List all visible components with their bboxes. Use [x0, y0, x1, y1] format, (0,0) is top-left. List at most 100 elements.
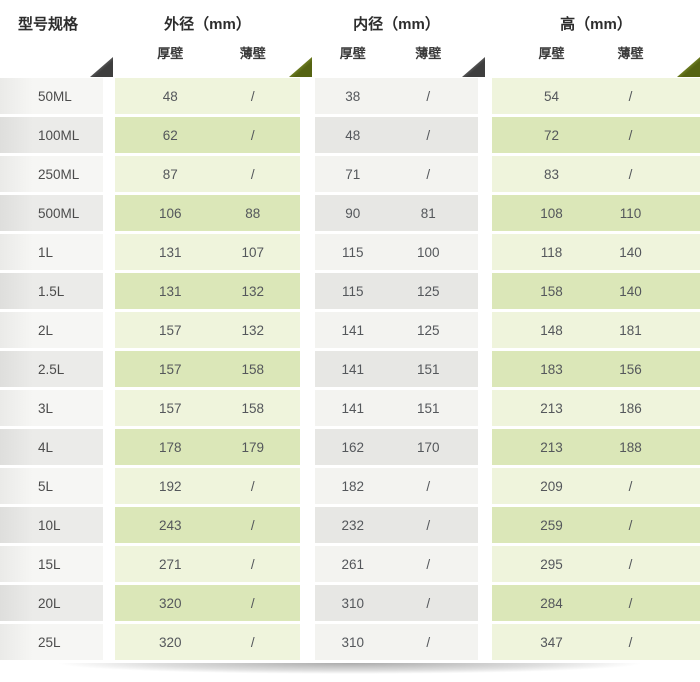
value-thin-wall: 140 — [619, 244, 642, 260]
value-thick-wall: 83 — [543, 166, 560, 182]
value-thin-wall: / — [628, 478, 633, 494]
value-thick-wall: 71 — [345, 166, 361, 182]
value-thick-wall: 295 — [540, 556, 563, 572]
value-thin-wall: / — [426, 556, 431, 572]
cell-height: 213 186 — [492, 390, 700, 426]
cell-model: 4L — [0, 429, 103, 465]
table-row: 2.5L 157 158 141 151 183 156 — [0, 351, 700, 387]
cell-height: 158 140 — [492, 273, 700, 309]
value-thick-wall: 157 — [158, 322, 182, 338]
value-thick-wall: 131 — [158, 244, 182, 260]
value-thick-wall: 90 — [345, 205, 361, 221]
value-thick-wall: 72 — [543, 127, 560, 143]
value-thin-wall: / — [250, 127, 255, 143]
value-thin-wall: / — [628, 556, 633, 572]
value-thick-wall: 310 — [341, 634, 365, 650]
subcolumn-label-thin-wall: 薄壁 — [415, 46, 442, 61]
value-thin-wall: / — [426, 634, 431, 650]
table-row: 4L 178 179 162 170 213 188 — [0, 429, 700, 465]
value-thick-wall: 106 — [158, 205, 182, 221]
table-row: 50ML 48 / 38 / 54 / — [0, 78, 700, 114]
cell-inner-diameter: 310 / — [315, 585, 478, 621]
value-thick-wall: 157 — [158, 400, 182, 416]
value-thick-wall: 232 — [341, 517, 365, 533]
cell-height: 183 156 — [492, 351, 700, 387]
table-row: 250ML 87 / 71 / 83 / — [0, 156, 700, 192]
value-thick-wall: 141 — [341, 322, 365, 338]
cell-outer-diameter: 157 158 — [115, 390, 300, 426]
cell-model: 500ML — [0, 195, 103, 231]
value-thick-wall: 62 — [162, 127, 178, 143]
cell-inner-diameter: 48 / — [315, 117, 478, 153]
cell-inner-diameter: 141 151 — [315, 351, 478, 387]
value-thick-wall: 271 — [158, 556, 182, 572]
table-row: 100ML 62 / 48 / 72 / — [0, 117, 700, 153]
cell-inner-diameter: 232 / — [315, 507, 478, 543]
value-thick-wall: 209 — [540, 478, 563, 494]
table-body: 50ML 48/38/54/100ML 62/48/72/250ML 87/71/83… — [0, 78, 700, 660]
value-thick-wall: 141 — [341, 361, 365, 377]
value-thin-wall: 81 — [420, 205, 436, 221]
cell-outer-diameter: 320 / — [115, 624, 300, 660]
cell-height: 209 / — [492, 468, 700, 504]
value-thin-wall: / — [250, 634, 255, 650]
value-thin-wall: 179 — [241, 439, 265, 455]
subcolumn-headers: 厚壁 薄壁 — [315, 43, 478, 62]
cell-height: 284 / — [492, 585, 700, 621]
value-thick-wall: 158 — [540, 283, 563, 299]
value-thick-wall: 54 — [543, 88, 560, 104]
value-thick-wall: 192 — [158, 478, 182, 494]
value-thin-wall: 188 — [619, 439, 642, 455]
column-group-inner-diameter-label: 内径（mm） — [353, 16, 440, 33]
subcolumn-label-thick-wall: 厚壁 — [157, 46, 184, 61]
value-thin-wall: 107 — [241, 244, 265, 260]
table-row: 25L 320 / 310 / 347 / — [0, 624, 700, 660]
cell-model: 5L — [0, 468, 103, 504]
cell-model: 1.5L — [0, 273, 103, 309]
cell-outer-diameter: 106 88 — [115, 195, 300, 231]
table-row: 20L 320 / 310 / 284 / — [0, 585, 700, 621]
cell-inner-diameter: 141 151 — [315, 390, 478, 426]
cell-model: 25L — [0, 624, 103, 660]
cell-inner-diameter: 115 100 — [315, 234, 478, 270]
column-group-height-label: 高（mm） — [560, 16, 632, 33]
value-thin-wall: 140 — [619, 283, 642, 299]
value-thick-wall: 157 — [158, 361, 182, 377]
value-thick-wall: 284 — [540, 595, 563, 611]
table-row: 15L 271 / 261 / 295 / — [0, 546, 700, 582]
cell-model: 2.5L — [0, 351, 103, 387]
value-thin-wall: / — [628, 517, 633, 533]
value-thin-wall: 132 — [241, 322, 265, 338]
value-thin-wall: 132 — [241, 283, 265, 299]
value-thin-wall: 88 — [245, 205, 261, 221]
value-thin-wall: / — [426, 517, 431, 533]
cell-outer-diameter: 320 / — [115, 585, 300, 621]
cell-height: 347 / — [492, 624, 700, 660]
cell-outer-diameter: 192 / — [115, 468, 300, 504]
value-thick-wall: 261 — [341, 556, 365, 572]
cell-inner-diameter: 261 / — [315, 546, 478, 582]
cell-outer-diameter: 271 / — [115, 546, 300, 582]
value-thin-wall: 170 — [416, 439, 440, 455]
column-group-outer-diameter: 外径（mm） 厚壁 薄壁 — [115, 0, 300, 78]
value-thick-wall: 320 — [158, 634, 182, 650]
table-row: 10L 243 / 232 / 259 / — [0, 507, 700, 543]
cell-height: 83 / — [492, 156, 700, 192]
value-thick-wall: 213 — [540, 439, 563, 455]
value-thick-wall: 118 — [540, 244, 563, 260]
value-thin-wall: / — [628, 166, 633, 182]
column-header-model-label: 型号规格 — [18, 16, 79, 33]
value-thick-wall: 48 — [345, 127, 361, 143]
cell-outer-diameter: 131 132 — [115, 273, 300, 309]
subcolumn-label-thick-wall: 厚壁 — [339, 46, 366, 61]
value-thin-wall: / — [628, 595, 633, 611]
cell-inner-diameter: 162 170 — [315, 429, 478, 465]
value-thick-wall: 131 — [158, 283, 182, 299]
cell-outer-diameter: 62 / — [115, 117, 300, 153]
value-thick-wall: 141 — [341, 400, 365, 416]
cell-inner-diameter: 90 81 — [315, 195, 478, 231]
value-thin-wall: / — [426, 595, 431, 611]
value-thin-wall: / — [628, 88, 633, 104]
table-row: 500ML 106 88 90 81 108 110 — [0, 195, 700, 231]
